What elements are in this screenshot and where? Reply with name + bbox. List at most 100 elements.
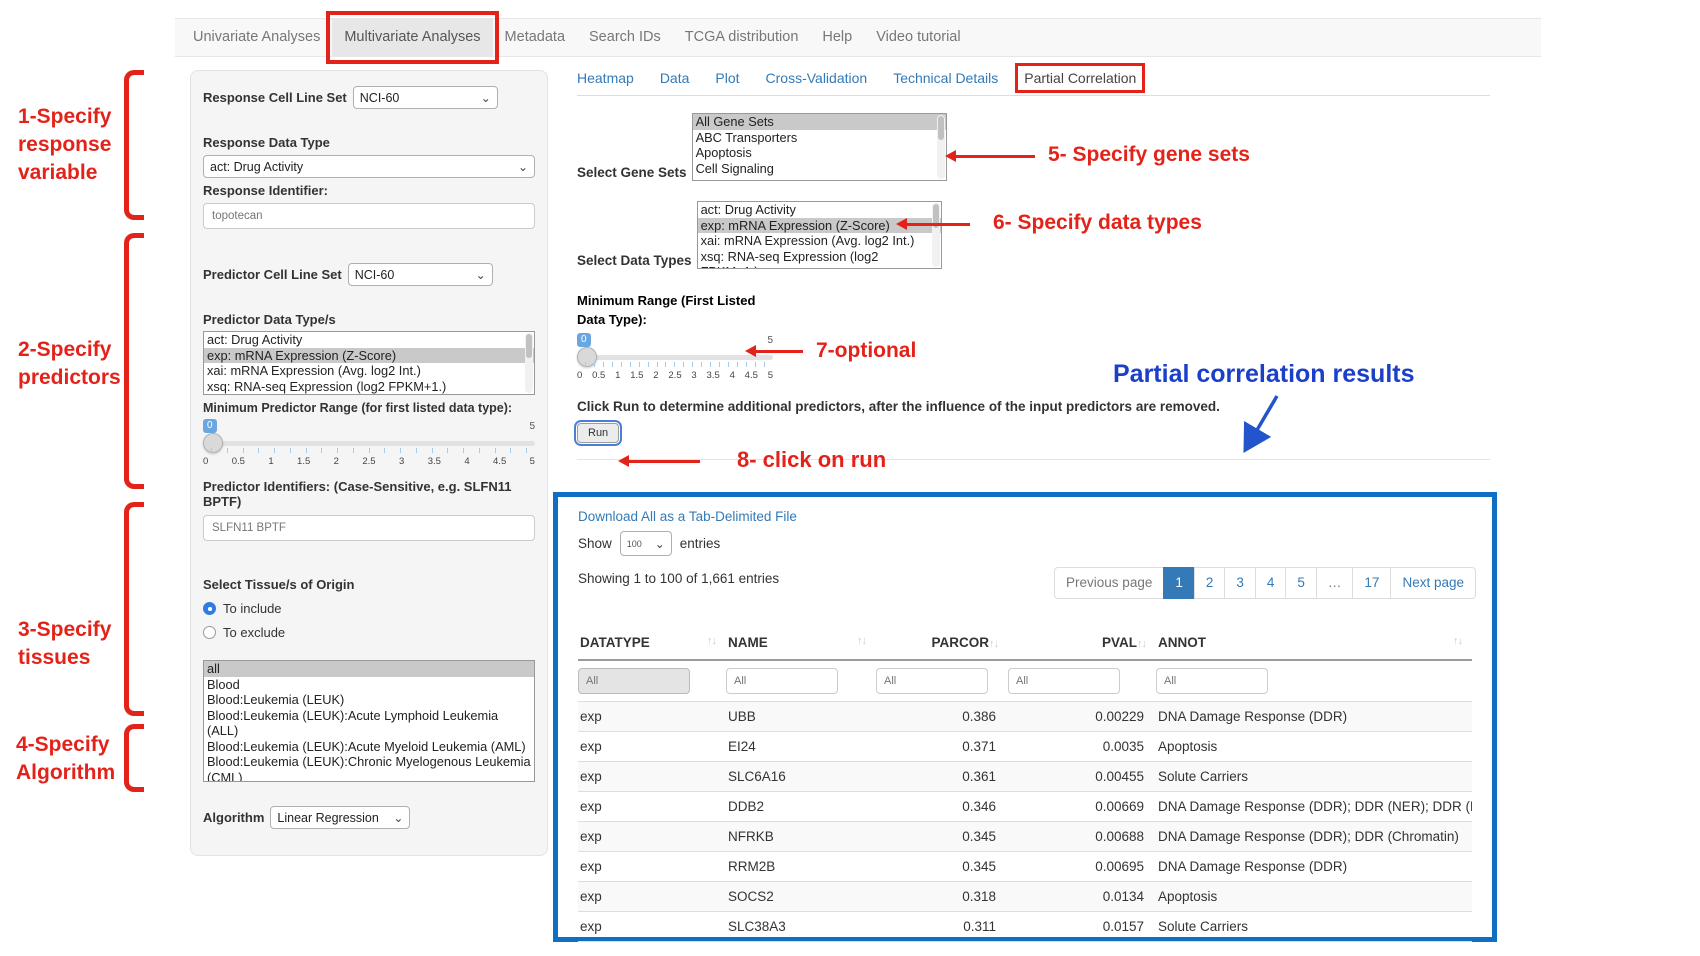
sort-icon: ↑↓ bbox=[1453, 635, 1462, 647]
tissues-listbox: allBloodBlood:Leukemia (LEUK)Blood:Leuke… bbox=[203, 660, 535, 782]
algorithm-select[interactable]: Linear Regression ⌄ bbox=[270, 806, 410, 829]
arrow-left-icon bbox=[618, 455, 700, 467]
listbox-option[interactable]: Blood bbox=[204, 677, 534, 693]
column-filter-input[interactable] bbox=[1008, 668, 1120, 694]
slider-track[interactable] bbox=[577, 355, 773, 360]
slider-track[interactable] bbox=[203, 441, 535, 446]
column-header-datatype[interactable]: DATATYPE↑↓ bbox=[578, 630, 726, 660]
listbox-option[interactable]: Blood:Leukemia (LEUK):Acute Myeloid Leuk… bbox=[204, 739, 534, 755]
listbox-option[interactable]: exp: mRNA Expression (Z-Score) bbox=[204, 348, 534, 364]
annotation-1-response: 1-Specify response variable bbox=[18, 103, 111, 187]
page: Univariate AnalysesMultivariate Analyses… bbox=[0, 0, 1700, 956]
tab-cross-validation[interactable]: Cross-Validation bbox=[766, 70, 868, 86]
show-label: Show bbox=[578, 536, 612, 551]
column-filter-input[interactable] bbox=[726, 668, 838, 694]
column-header-parcor[interactable]: PARCOR↑↓ bbox=[876, 630, 1008, 660]
listbox-option[interactable]: xsq: RNA-seq Expression (log2 FPKM+1.) bbox=[204, 379, 534, 395]
column-filter-input[interactable] bbox=[578, 668, 690, 694]
column-header-name[interactable]: NAME↑↓ bbox=[726, 630, 876, 660]
min-predictor-range-slider: 0 5 00.511.522.533.544.55 bbox=[203, 419, 535, 471]
slider-value-badge: 0 bbox=[203, 419, 217, 433]
listbox-option[interactable]: Cell Signaling bbox=[693, 161, 946, 177]
run-button[interactable]: Run bbox=[577, 423, 619, 443]
scrollbar[interactable] bbox=[525, 333, 533, 393]
listbox-option[interactable]: Blood:Leukemia (LEUK):Acute Lymphoid Leu… bbox=[204, 708, 534, 739]
table-row: expSLC38A30.3110.0157Solute Carriers bbox=[578, 912, 1472, 942]
nav-item[interactable]: Search IDs bbox=[577, 19, 673, 56]
response-identifier-input[interactable] bbox=[203, 203, 535, 229]
column-header-annot[interactable]: ANNOT↑↓ bbox=[1156, 630, 1472, 660]
listbox-option[interactable]: all bbox=[204, 661, 534, 677]
response-cell-line-label: Response Cell Line Set bbox=[203, 90, 347, 105]
run-instruction: Click Run to determine additional predic… bbox=[577, 399, 1490, 414]
page-button[interactable]: 4 bbox=[1255, 567, 1287, 599]
listbox-option[interactable]: Apoptosis bbox=[693, 145, 946, 161]
listbox-option[interactable]: Blood:Leukemia (LEUK):Chronic Myelogenou… bbox=[204, 754, 534, 782]
scrollbar[interactable] bbox=[932, 203, 940, 267]
nav-item[interactable]: Help bbox=[810, 19, 864, 56]
nav-item[interactable]: Video tutorial bbox=[864, 19, 972, 56]
partial-correlation-results-box: Download All as a Tab-Delimited File Sho… bbox=[553, 492, 1497, 942]
listbox-option[interactable]: xai: mRNA Expression (Avg. log2 Int.) bbox=[698, 233, 941, 249]
page-button[interactable]: Previous page bbox=[1054, 567, 1164, 599]
nav-item[interactable]: Univariate Analyses bbox=[181, 19, 332, 56]
table-row: expRRM2B0.3450.00695DNA Damage Response … bbox=[578, 852, 1472, 882]
bracket-response bbox=[124, 70, 144, 220]
table-row: expEI240.3710.0035Apoptosis bbox=[578, 732, 1472, 762]
annotation-7-optional: 7-optional bbox=[816, 337, 916, 365]
bracket-algorithm bbox=[124, 724, 144, 792]
slider-tick-labels: 00.511.522.533.544.55 bbox=[577, 370, 773, 381]
tab-bar: Heatmap Data Plot Cross-Validation Technical… bbox=[577, 70, 1490, 96]
results-table: DATATYPE↑↓NAME↑↓PARCOR↑↓PVAL↑↓ANNOT↑↓ ex… bbox=[578, 630, 1472, 942]
annotation-5-gene-sets: 5- Specify gene sets bbox=[1048, 141, 1250, 169]
predictor-identifiers-label: Predictor Identifiers: (Case-Sensitive, … bbox=[203, 479, 535, 509]
tab-data[interactable]: Data bbox=[660, 70, 690, 86]
nav-item[interactable]: Multivariate Analyses bbox=[332, 19, 492, 56]
response-data-type-select[interactable]: act: Drug Activity ⌄ bbox=[203, 155, 535, 178]
min-range-slider: 0 5 00.511.522.533.544.55 bbox=[577, 333, 773, 385]
predictor-identifiers-input[interactable] bbox=[203, 515, 535, 541]
predictor-cell-line-label: Predictor Cell Line Set bbox=[203, 267, 342, 282]
listbox-option[interactable]: xsq: RNA-seq Expression (log2 FPKM+1.) bbox=[698, 249, 941, 270]
scrollbar[interactable] bbox=[937, 115, 945, 179]
predictor-data-types-listbox: act: Drug Activityexp: mRNA Expression (… bbox=[203, 331, 535, 395]
chevron-down-icon: ⌄ bbox=[655, 539, 665, 549]
listbox-option[interactable]: ABC Transporters bbox=[693, 130, 946, 146]
filter-row bbox=[578, 660, 1472, 702]
page-button[interactable]: 3 bbox=[1224, 567, 1256, 599]
column-header-pval[interactable]: PVAL↑↓ bbox=[1008, 630, 1156, 660]
tab-plot[interactable]: Plot bbox=[715, 70, 739, 86]
page-button[interactable]: 1 bbox=[1163, 567, 1195, 599]
column-filter-input[interactable] bbox=[1156, 668, 1268, 694]
listbox-option[interactable]: All Gene Sets bbox=[693, 114, 946, 130]
page-button[interactable]: 2 bbox=[1194, 567, 1226, 599]
annotation-6-data-types: 6- Specify data types bbox=[993, 209, 1202, 237]
chevron-down-icon: ⌄ bbox=[518, 162, 528, 172]
listbox-option[interactable]: xai: mRNA Expression (Avg. log2 Int.) bbox=[204, 363, 534, 379]
tissue-include-option[interactable]: To include bbox=[203, 601, 535, 616]
page-button[interactable]: Next page bbox=[1390, 567, 1476, 599]
nav-item[interactable]: Metadata bbox=[493, 19, 577, 56]
gene-sets-label: Select Gene Sets bbox=[577, 165, 687, 181]
min-range-label: Minimum Range (First Listed Data Type): bbox=[577, 291, 1490, 329]
listbox-option[interactable]: act: Drug Activity bbox=[204, 332, 534, 348]
listbox-option[interactable]: Blood:Leukemia (LEUK) bbox=[204, 692, 534, 708]
column-filter-input[interactable] bbox=[876, 668, 988, 694]
nav-item[interactable]: TCGA distribution bbox=[673, 19, 811, 56]
listbox-option[interactable]: act: Drug Activity bbox=[698, 202, 941, 218]
page-size-select[interactable]: 100 ⌄ bbox=[620, 531, 672, 556]
tissue-exclude-option[interactable]: To exclude bbox=[203, 625, 535, 640]
response-cell-line-select[interactable]: NCI-60 ⌄ bbox=[353, 86, 498, 109]
download-all-link[interactable]: Download All as a Tab-Delimited File bbox=[578, 509, 1472, 524]
tab-heatmap[interactable]: Heatmap bbox=[577, 70, 634, 86]
radio-icon bbox=[203, 602, 216, 615]
predictor-cell-line-select[interactable]: NCI-60 ⌄ bbox=[348, 263, 493, 286]
radio-icon bbox=[203, 626, 216, 639]
tab-partial-correlation[interactable]: Partial Correlation bbox=[1024, 70, 1136, 86]
table-row: expUBB0.3860.00229DNA Damage Response (D… bbox=[578, 702, 1472, 732]
page-button[interactable]: 5 bbox=[1285, 567, 1317, 599]
tab-technical-details[interactable]: Technical Details bbox=[893, 70, 998, 86]
gene-sets-listbox: All Gene SetsABC TransportersApoptosisCe… bbox=[692, 113, 947, 181]
page-button[interactable]: 17 bbox=[1352, 567, 1391, 599]
annotation-8-run: 8- click on run bbox=[737, 446, 886, 474]
